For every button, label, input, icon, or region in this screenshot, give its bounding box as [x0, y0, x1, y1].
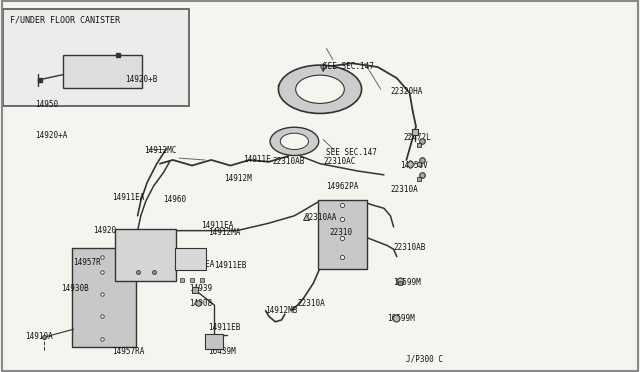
Text: 14911E: 14911E [243, 155, 271, 164]
Text: 14911EB: 14911EB [208, 323, 241, 332]
FancyBboxPatch shape [72, 248, 136, 347]
Text: 14957RA: 14957RA [112, 347, 145, 356]
Text: SEE SEC.147: SEE SEC.147 [323, 62, 374, 71]
Text: 14911EA: 14911EA [112, 193, 145, 202]
Circle shape [280, 133, 308, 150]
Circle shape [278, 65, 362, 113]
Circle shape [270, 127, 319, 155]
Text: 14912MC: 14912MC [144, 146, 177, 155]
Text: 14962PA: 14962PA [326, 182, 359, 190]
Text: F/UNDER FLOOR CANISTER: F/UNDER FLOOR CANISTER [10, 16, 120, 25]
Text: 22310A: 22310A [298, 299, 325, 308]
Text: 14910A: 14910A [26, 332, 53, 341]
FancyBboxPatch shape [175, 248, 206, 270]
Text: 14912MA: 14912MA [208, 228, 241, 237]
Circle shape [296, 75, 344, 103]
Text: 22472L: 22472L [403, 133, 431, 142]
Text: 22310AB: 22310AB [272, 157, 305, 166]
Text: 22310AC: 22310AC [323, 157, 356, 166]
Text: SEE SEC.147: SEE SEC.147 [326, 148, 377, 157]
Text: 14912MB: 14912MB [266, 306, 298, 315]
Text: 22310A: 22310A [390, 185, 418, 194]
FancyBboxPatch shape [318, 200, 367, 269]
Text: 16599M: 16599M [387, 314, 415, 323]
Text: 14956V: 14956V [400, 161, 428, 170]
Text: 22310: 22310 [330, 228, 353, 237]
Text: J/P300 C: J/P300 C [406, 355, 444, 363]
Text: 14920+B: 14920+B [125, 76, 157, 84]
Text: 14957R: 14957R [74, 258, 101, 267]
FancyBboxPatch shape [63, 55, 142, 88]
Text: 16599M: 16599M [394, 278, 421, 287]
Text: 22320HA: 22320HA [390, 87, 423, 96]
FancyBboxPatch shape [205, 334, 223, 349]
Text: 22310AB: 22310AB [394, 243, 426, 252]
Text: 14911EA: 14911EA [182, 260, 215, 269]
Text: 14908: 14908 [189, 299, 212, 308]
Text: 14911EA: 14911EA [202, 221, 234, 230]
Text: 14912M: 14912M [224, 174, 252, 183]
Text: 14930B: 14930B [61, 284, 88, 293]
Text: 14920: 14920 [93, 226, 116, 235]
Text: 14920+A: 14920+A [35, 131, 68, 140]
Text: 16439M: 16439M [208, 347, 236, 356]
Text: 14911EB: 14911EB [214, 262, 247, 270]
Text: 14950: 14950 [35, 100, 58, 109]
Text: 14939: 14939 [189, 284, 212, 293]
Text: 22310AA: 22310AA [304, 213, 337, 222]
FancyBboxPatch shape [3, 9, 189, 106]
FancyBboxPatch shape [115, 229, 176, 281]
Text: 14960: 14960 [163, 195, 186, 203]
